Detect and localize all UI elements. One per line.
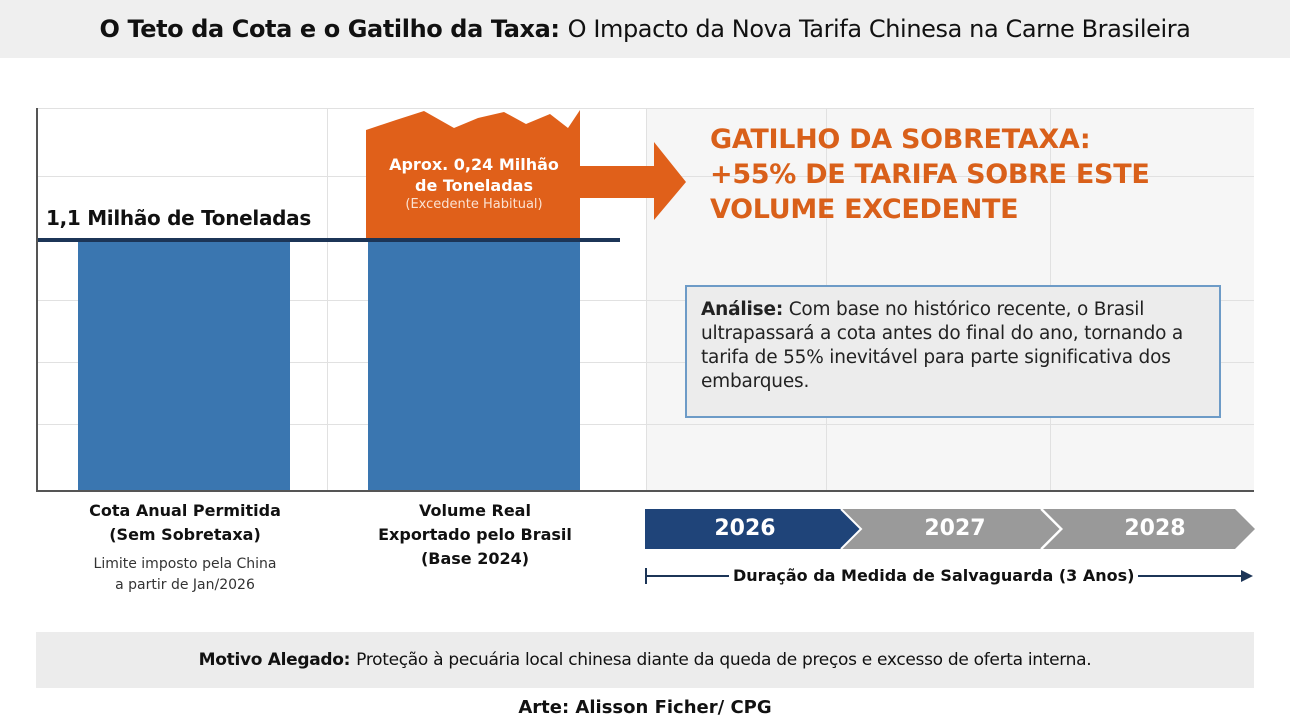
y-axis [36,108,38,492]
timeline-chevrons [645,509,1255,549]
timeline: 2026 2027 2028 [645,509,1255,549]
timeline-year-2027: 2027 [924,516,986,541]
analysis-box: Análise: Com base no histórico recente, … [685,285,1221,418]
reason-label: Motivo Alegado: [198,650,351,670]
analysis-text: Com base no histórico recente, o Brasil … [701,299,1184,392]
grid-line-vertical [327,108,328,490]
page-title-regular: O Impacto da Nova Tarifa Chinesa na Carn… [567,15,1191,43]
analysis-label: Análise: [701,299,784,320]
bar-quota [78,240,290,490]
category-label-quota: Cota Anual Permitida (Sem Sobretaxa) [60,499,310,547]
trigger-line1: GATILHO DA SOBRETAXA: [710,124,1091,155]
grid-line-horizontal [36,108,1254,109]
excess-label-line2: de Toneladas [415,176,533,195]
bar-exported-volume [368,240,580,490]
timeline-year-2028: 2028 [1124,516,1186,541]
quota-note-line2: a partir de Jan/2026 [115,577,255,593]
trigger-line2: +55% DE TARIFA SOBRE ESTE [710,159,1150,190]
quota-reference-line [36,238,620,242]
surcharge-trigger-callout: GATILHO DA SOBRETAXA: +55% DE TARIFA SOB… [710,122,1150,227]
credit-line: Arte: Alisson Ficher/ CPG [518,697,772,718]
category-exported-line1: Volume Real [419,501,531,520]
duration-indicator: Duração da Medida de Salvaguarda (3 Anos… [645,564,1255,588]
category-exported-line2: Exportado pelo Brasil [378,525,572,544]
reason-bar: Motivo Alegado: Proteção à pecuária loca… [36,632,1254,688]
excess-volume-shape [366,110,686,240]
grid-line-horizontal [36,300,1254,301]
title-bar: O Teto da Cota e o Gatilho da Taxa: O Im… [0,0,1290,58]
x-axis [36,490,1254,492]
category-quota-line2: (Sem Sobretaxa) [109,525,261,544]
category-quota-note: Limite imposto pela China a partir de Ja… [60,554,310,596]
duration-label: Duração da Medida de Salvaguarda (3 Anos… [729,564,1139,588]
category-label-exported: Volume Real Exportado pelo Brasil (Base … [345,499,605,571]
grid-line-horizontal [36,424,1254,425]
excess-label-line3: (Excedente Habitual) [405,197,543,212]
grid-line-horizontal [36,362,1254,363]
quota-note-line1: Limite imposto pela China [93,556,277,572]
trigger-line3: VOLUME EXCEDENTE [710,194,1019,225]
grid-line-vertical [646,108,647,490]
reason-text: Proteção à pecuária local chinesa diante… [356,650,1092,670]
timeline-year-2026: 2026 [714,516,776,541]
excess-label-line1: Aprox. 0,24 Milhão [389,155,559,174]
page-title-bold: O Teto da Cota e o Gatilho da Taxa: [99,15,560,43]
quota-reference-label: 1,1 Milhão de Toneladas [46,206,311,230]
category-exported-line3: (Base 2024) [420,549,530,568]
category-quota-line1: Cota Anual Permitida [89,501,281,520]
excess-label: Aprox. 0,24 Milhão de Toneladas (Exceden… [368,154,580,214]
